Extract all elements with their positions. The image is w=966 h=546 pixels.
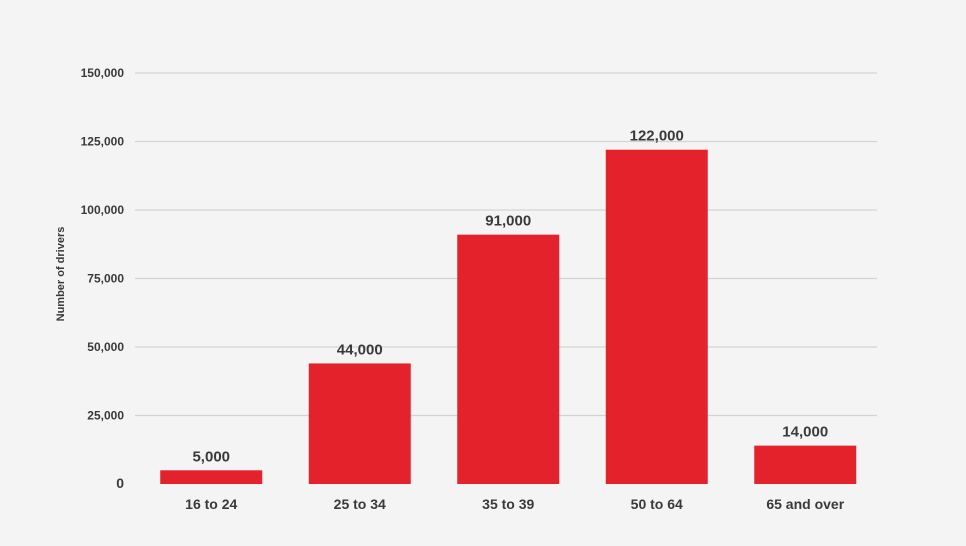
y-axis-ticks: 0 25,000 50,000 75,000 100,000 125,000 150,000: [81, 66, 125, 491]
data-label: 44,000: [337, 341, 383, 358]
x-tick-label: 50 to 64: [631, 496, 683, 512]
x-axis-ticks: 16 to 24 25 to 34 35 to 39 50 to 64 65 and o…: [185, 496, 845, 512]
x-tick-label: 25 to 34: [334, 496, 386, 512]
y-tick-label: 75,000: [87, 272, 124, 286]
x-tick-label: 16 to 24: [185, 496, 237, 512]
x-tick-label: 35 to 39: [482, 496, 534, 512]
y-tick-label: 0: [116, 475, 124, 491]
bar: [754, 445, 857, 484]
y-tick-label: 125,000: [81, 135, 125, 149]
y-tick-label: 150,000: [81, 66, 125, 80]
bar: [605, 149, 708, 484]
data-label: 91,000: [485, 213, 531, 230]
y-tick-label: 50,000: [87, 340, 124, 354]
x-tick-label: 65 and over: [766, 496, 844, 512]
bar: [160, 470, 263, 484]
data-label: 14,000: [782, 424, 828, 441]
bar: [308, 363, 411, 484]
data-label: 122,000: [630, 128, 684, 145]
y-axis-label: Number of drivers: [55, 227, 67, 322]
y-tick-label: 25,000: [87, 409, 124, 423]
bar: [457, 234, 560, 484]
data-labels: 5,000 44,000 91,000 122,000 14,000: [192, 128, 828, 466]
y-tick-label: 100,000: [81, 203, 125, 217]
bars: [160, 149, 857, 484]
data-label: 5,000: [192, 448, 230, 465]
